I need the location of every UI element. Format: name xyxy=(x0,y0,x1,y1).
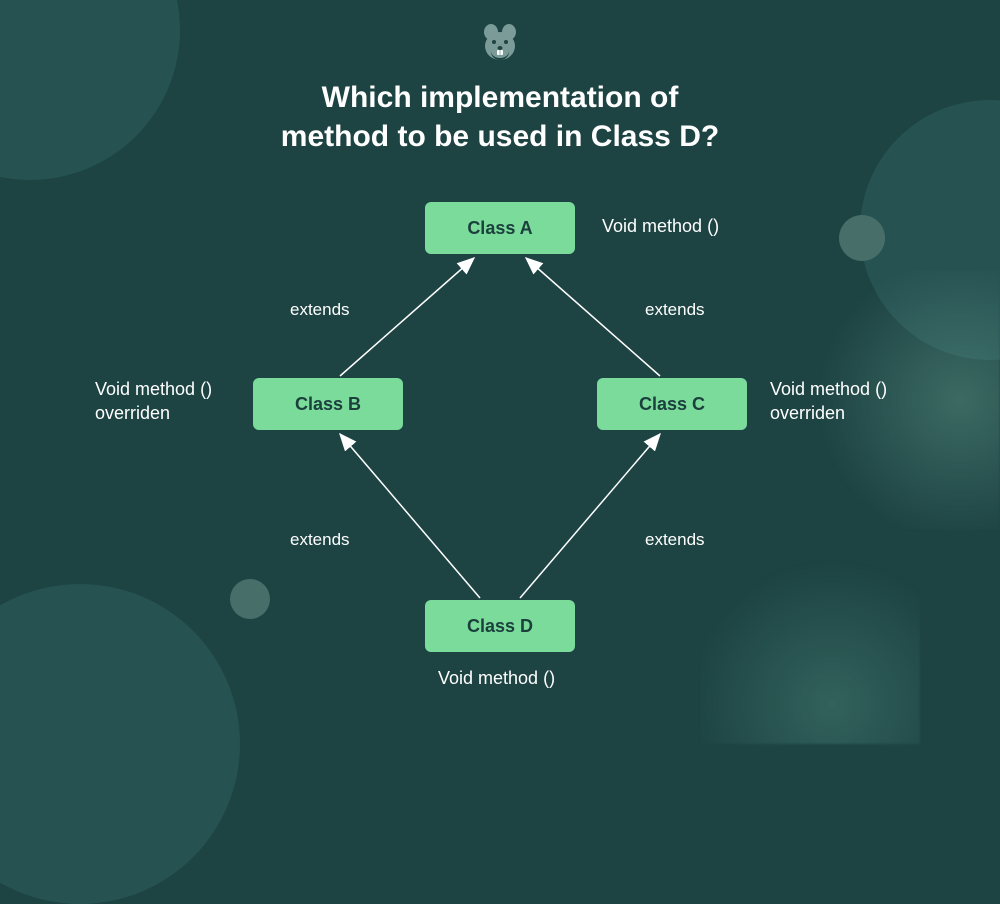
beaver-icon xyxy=(479,22,521,69)
class-annotation-d: Void method () xyxy=(438,668,555,689)
edge-label: extends xyxy=(290,300,350,320)
edge-label: extends xyxy=(645,300,705,320)
class-node-c: Class C xyxy=(597,378,747,430)
class-node-b: Class B xyxy=(253,378,403,430)
class-label: Class A xyxy=(467,218,532,239)
class-node-d: Class D xyxy=(425,600,575,652)
class-annotation-b: Void method () overriden xyxy=(95,377,212,426)
class-annotation-c: Void method () overriden xyxy=(770,377,887,426)
title-line: method to be used in Class D? xyxy=(281,120,719,153)
class-label: Class C xyxy=(639,394,705,415)
title-line: Which implementation of xyxy=(322,81,679,114)
class-annotation-a: Void method () xyxy=(602,216,719,237)
class-label: Class D xyxy=(467,616,533,637)
class-node-a: Class A xyxy=(425,202,575,254)
class-label: Class B xyxy=(295,394,361,415)
edge-label: extends xyxy=(645,530,705,550)
edge-label: extends xyxy=(290,530,350,550)
page-title: Which implementation of method to be use… xyxy=(0,78,1000,156)
